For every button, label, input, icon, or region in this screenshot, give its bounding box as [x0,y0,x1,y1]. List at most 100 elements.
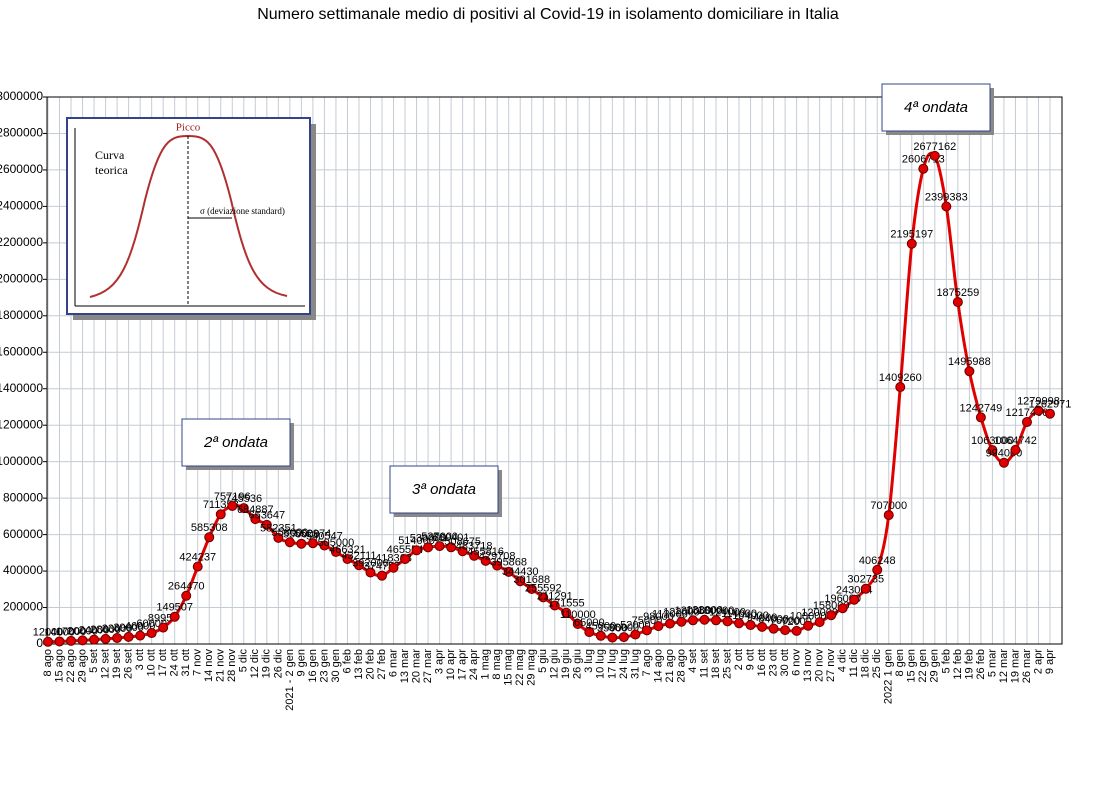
data-label: 33000 [102,623,133,635]
data-label: 84000 [758,614,789,626]
y-tick-label: 200000 [3,600,43,614]
x-tick-label: 14 nov [203,649,215,683]
data-point [975,412,986,423]
data-label: 1242749 [959,402,1002,414]
data-point [353,560,364,571]
data-point [768,623,779,634]
x-tick-label: 27 nov [825,649,837,683]
data-label: 1409260 [879,372,922,384]
x-tick-label: 18 dic [860,649,872,679]
y-tick-label: 1600000 [0,344,43,358]
x-tick-label: 27 mar [422,649,434,684]
x-tick-label: 17 apr [457,649,469,681]
data-point [895,382,906,393]
x-tick-label: 1 mag [480,649,492,680]
x-tick-label: 3 apr [433,649,445,674]
data-point [146,628,157,639]
data-point [607,632,618,643]
data-point [400,554,411,565]
x-tick-label: 16 ott [756,649,768,677]
data-point [342,553,353,564]
x-tick-label: 5 set [88,649,100,673]
data-point [641,625,652,636]
y-tick-label: 1400000 [0,381,43,395]
data-label: 653647 [248,510,285,522]
x-tick-label: 2 ott [733,649,745,670]
x-tick-label: 12 giu [549,649,561,679]
data-point [227,500,238,511]
data-label: 2195197 [890,229,933,241]
data-point [480,555,491,566]
data-label: 707000 [870,500,907,512]
data-label: 302735 [847,574,884,586]
data-point [998,457,1009,468]
x-tick-label: 26 mar [1021,649,1033,684]
x-tick-label: 7 ago [641,649,653,677]
y-tick-label: 1800000 [0,308,43,322]
x-tick-label: 26 giu [572,649,584,679]
y-tick-label: 400000 [3,563,43,577]
x-tick-label: 28 nov [226,649,238,683]
data-point [377,570,387,581]
x-tick-label: 3 ott [134,649,146,670]
data-point [469,550,480,561]
data-label: 124000 [709,606,746,618]
data-point [780,625,791,636]
data-point [941,201,952,212]
x-tick-label: 22 gen [917,649,929,683]
data-point [446,542,457,553]
data-label: 757196 [214,491,251,503]
data-label: 171555 [548,598,585,610]
data-point [734,618,745,629]
x-tick-label: 7 nov [192,649,204,676]
data-point [284,537,295,548]
x-tick-label: 17 lug [606,649,618,679]
data-point [803,620,814,631]
data-label: 432111 [341,550,376,562]
data-label: 24000 [79,625,110,637]
x-tick-label: 26 feb [975,649,987,680]
data-point [434,541,445,552]
x-tick-label: 13 nov [802,649,814,683]
data-label: 20000 [67,625,98,637]
x-tick-label: 19 dic [261,649,273,679]
data-label: 65000 [574,617,605,629]
data-point [89,634,100,645]
annotation-box [181,418,291,467]
x-tick-label: 29 mag [526,649,538,686]
x-tick-label: 15 ago [53,649,65,683]
x-tick-label: 10 lug [595,649,607,679]
data-point [964,366,975,377]
x-tick-label: 8 gen [894,649,906,677]
data-point [952,297,963,308]
data-point [572,618,583,629]
x-tick-label: 26 dic [272,649,284,679]
x-tick-label: 11 set [698,649,710,678]
y-tick-label: 2400000 [0,199,43,213]
data-label: 17000 [56,626,87,638]
y-tick-label: 2200000 [0,235,43,249]
data-label: 582351 [260,523,297,535]
data-point [158,622,169,633]
x-tick-label: 31 ott [180,649,192,677]
annotation: 3ª ondata [412,481,476,498]
annotation-box [389,465,499,514]
data-point [238,503,249,514]
data-point [100,633,111,644]
data-point [722,616,733,627]
data-point [261,519,272,530]
data-point [526,583,537,594]
x-tick-label: 2021 - 2 gen [284,649,296,711]
y-tick-label: 2000000 [0,272,43,286]
data-label: 14000 [44,626,75,638]
x-tick-label: 11 dic [848,649,860,678]
data-point [77,635,88,646]
data-label: 530000 [410,532,447,544]
data-point [1033,405,1044,416]
data-label: 1279998 [1017,396,1060,408]
x-tick-label: 5 dic [238,649,250,673]
data-label: 344430 [502,566,539,578]
data-point [860,583,871,594]
x-tick-label: 14 ago [652,649,664,683]
